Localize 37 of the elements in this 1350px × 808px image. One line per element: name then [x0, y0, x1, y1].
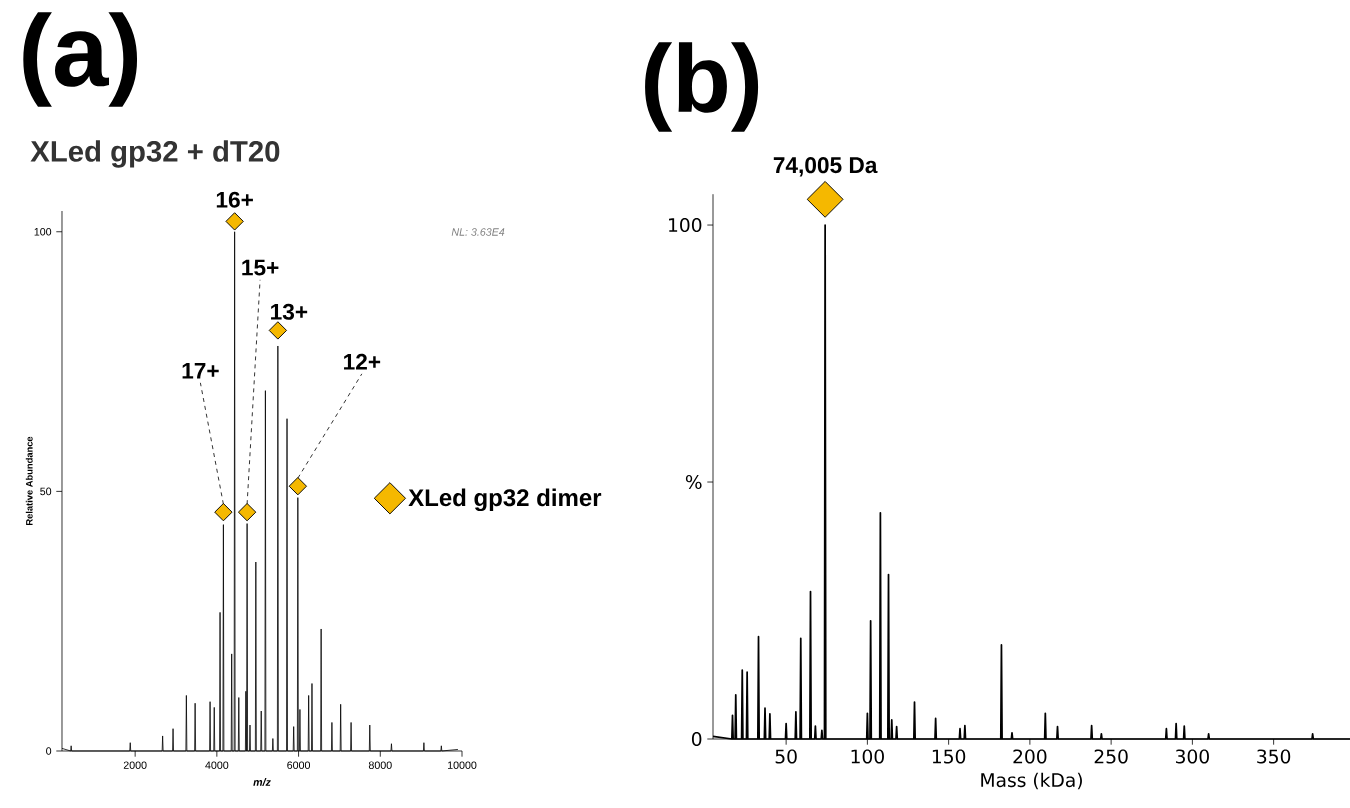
x-tick-label: 250 — [1094, 749, 1128, 764]
annotation: 74,005 Da — [773, 157, 878, 177]
annotation: 16+ — [216, 191, 253, 208]
point — [225, 212, 244, 231]
x-tick-label: 350 — [1257, 749, 1291, 764]
y-tick-label: 0 — [46, 747, 52, 755]
y-tick-label: 100 — [669, 217, 702, 233]
annotation: 15+ — [242, 259, 279, 276]
y-tick-label: % — [685, 474, 702, 490]
y-axis-title: Relative Abundance — [25, 436, 33, 525]
chart-subtitle: XLed gp32 + dT20 — [30, 140, 280, 168]
annotation: 13+ — [271, 303, 308, 320]
x-tick-label: 4000 — [205, 761, 229, 769]
x-tick-label: 8000 — [368, 761, 392, 769]
annotation: 17+ — [182, 362, 219, 379]
x-tick-label: 200 — [1013, 749, 1047, 764]
x-tick-label: 2000 — [123, 761, 147, 769]
chart-title: (a) — [23, 12, 138, 107]
x-tick-label: 100 — [851, 749, 884, 764]
point — [288, 477, 307, 496]
legend-label: XLed gp32 dimer — [408, 488, 602, 512]
x-tick-label: 6000 — [287, 761, 311, 769]
point — [214, 503, 233, 522]
chart-title: (b) — [645, 42, 759, 132]
x-axis-title: Mass (kDa) — [981, 772, 1082, 790]
point — [237, 503, 257, 522]
point — [268, 321, 287, 340]
x-tick-label: 300 — [1175, 749, 1209, 764]
x-tick-label: 10000 — [448, 761, 477, 769]
x-axis-title: m/z — [253, 778, 271, 787]
x-tick-label: 150 — [932, 749, 966, 764]
x-tick-label: 50 — [775, 749, 797, 764]
y-tick-label: 0 — [691, 731, 702, 747]
annotation: NL: 3.63E4 — [451, 228, 505, 236]
y-tick-label: 50 — [40, 487, 52, 496]
y-tick-label: 100 — [34, 227, 52, 236]
annotation: 12+ — [344, 353, 381, 370]
